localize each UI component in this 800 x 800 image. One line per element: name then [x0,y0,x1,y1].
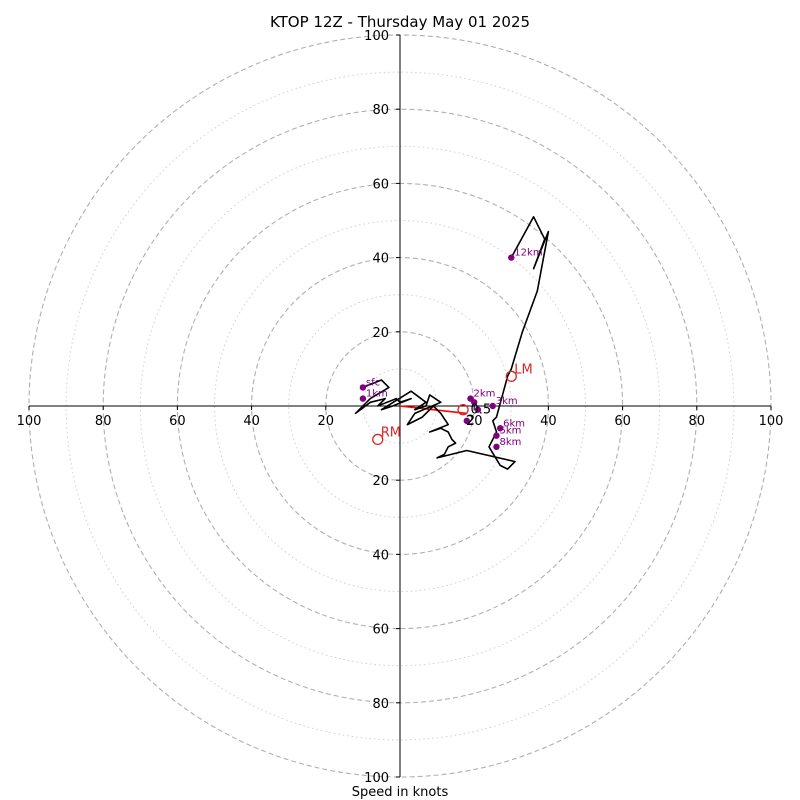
shear-vector-line [399,405,467,415]
height-marker-label: 1km [366,389,388,400]
storm-motion-markers: LM RM [372,362,533,446]
height-marker-label: 8km [499,437,521,448]
y-tick-label: 80 [372,697,389,712]
x-tick-label: 40 [243,414,260,429]
y-tick-label: 40 [372,548,389,563]
x-tick-label: 60 [169,414,186,429]
height-marker-label: sfc [366,377,380,388]
hodograph-trace [354,216,550,470]
annotation-label: 0.5 [470,402,491,417]
x-tick-label: 20 [466,414,483,429]
y-tick-label: 100 [364,771,389,786]
x-tick-label: 60 [614,414,631,429]
y-tick-label: 60 [372,623,389,638]
x-tick-label: 20 [318,414,335,429]
x-axis-label: Speed in knots [352,785,449,800]
annotation-label: 2 [467,414,475,429]
shear-vector [399,405,467,415]
storm-motion-label: LM [514,362,532,377]
height-marker-point [359,384,367,391]
storm-motion-point [505,370,517,382]
height-marker-point [463,417,470,425]
tick-labels: 100 80 60 40 20 20 40 60 80 100 100 80 60 40 20 20 40 60 8… [17,29,784,786]
height-marker-label: 6km [503,418,525,429]
x-tick-label: 100 [759,414,784,429]
y-tick-label: 20 [372,326,389,341]
height-marker-point [496,425,504,432]
height-marker-point [489,402,496,410]
height-marker-label: 2km [473,389,495,400]
y-tick-label: 60 [372,177,389,192]
storm-motion-point [372,433,384,446]
storm-motion-point [457,404,469,416]
y-tick-label: 100 [364,29,389,44]
small-labels: 20.5 [467,402,491,428]
height-marker-point [471,399,478,406]
height-marker-point [359,395,367,402]
y-tick-label: 20 [372,474,389,489]
storm-motion-label: RM [381,425,401,440]
hodograph-line [354,216,550,470]
height-marker-label: 12km [514,248,542,259]
height-marker-point [474,406,482,413]
x-tick-label: 40 [540,414,557,429]
y-tick-label: 40 [372,252,389,267]
height-marker-point [508,254,515,261]
height-marker-point [493,432,500,439]
y-tick-label: 80 [372,103,389,118]
x-tick-label: 100 [17,414,42,429]
x-tick-label: 80 [95,414,112,429]
height-marker-label: 3km [496,396,518,407]
x-tick-label: 80 [689,414,706,429]
height-marker-point [493,443,500,451]
height-marker-label: 5km [499,426,521,437]
chart-title: KTOP 12Z - Thursday May 01 2025 [270,13,530,31]
